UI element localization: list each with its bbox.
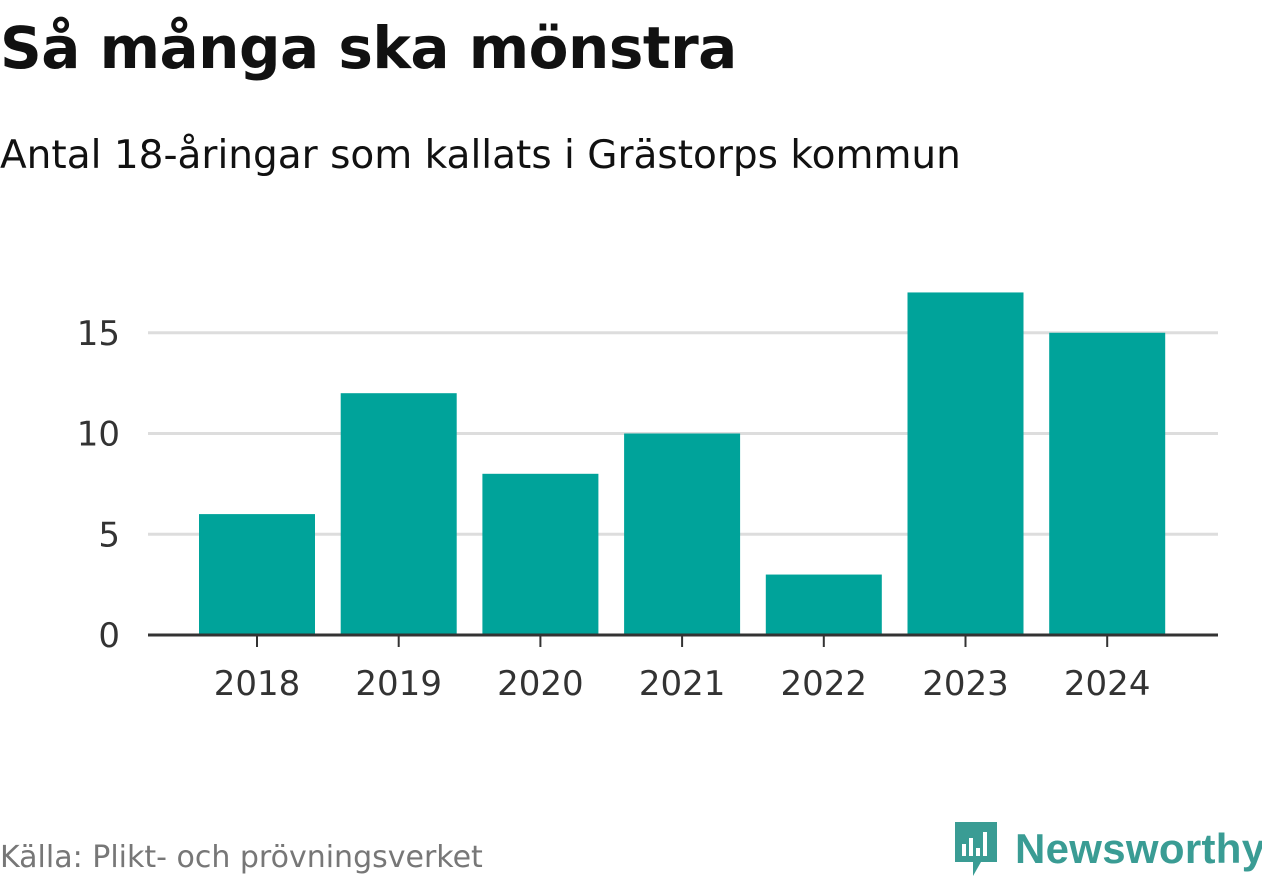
bar-2023 bbox=[907, 292, 1024, 635]
bars bbox=[199, 292, 1166, 635]
chart-subtitle: Antal 18-åringar som kallats i Grästorps… bbox=[0, 133, 961, 178]
bar-2022 bbox=[765, 574, 882, 635]
bar-2018 bbox=[199, 514, 315, 635]
bar-2020 bbox=[482, 473, 599, 635]
bar-2019 bbox=[340, 393, 457, 635]
brand-name: Newsworthy bbox=[1015, 825, 1262, 872]
y-tick-label: 15 bbox=[77, 314, 120, 354]
x-tick-label: 2021 bbox=[639, 664, 726, 704]
x-tick-label: 2019 bbox=[355, 664, 442, 704]
tick-labels: 0 5 10 15 2018 2019 2020 2021 2022 2023 2024 bbox=[77, 314, 1151, 704]
newsworthy-logo-icon bbox=[955, 822, 997, 876]
y-tick-label: 10 bbox=[77, 415, 120, 455]
bar-2024 bbox=[1049, 332, 1166, 635]
bar-2021 bbox=[624, 433, 741, 635]
x-tick-label: 2022 bbox=[781, 664, 868, 704]
brand-logo: Newsworthy bbox=[951, 818, 1262, 880]
x-tick-label: 2023 bbox=[922, 664, 1009, 704]
y-tick-label: 5 bbox=[98, 515, 120, 555]
x-tick-label: 2018 bbox=[214, 664, 301, 704]
source-note: Källa: Plikt- och prövningsverket bbox=[0, 840, 483, 875]
x-tick-label: 2020 bbox=[497, 664, 584, 704]
chart-title: Så många ska mönstra bbox=[0, 14, 737, 82]
x-tick-label: 2024 bbox=[1064, 664, 1151, 704]
x-axis bbox=[148, 633, 1218, 647]
y-tick-label: 0 bbox=[98, 616, 120, 656]
